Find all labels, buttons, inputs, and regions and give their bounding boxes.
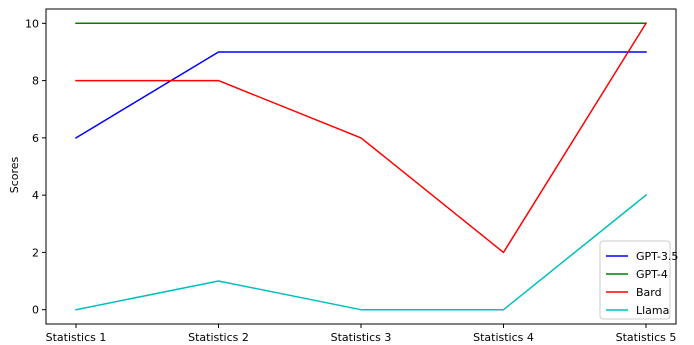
legend-label: Bard: [636, 286, 662, 299]
y-tick-label: 4: [32, 189, 39, 202]
legend-label: Llama: [636, 304, 669, 317]
y-axis: 0 2 4 6 8 10: [25, 17, 46, 317]
x-tick-label: Statistics 2: [188, 331, 249, 344]
plot-frame: [45, 8, 677, 325]
y-tick-label: 0: [32, 304, 39, 317]
series-line-gpt-3-5: [74, 51, 647, 139]
legend-label: GPT-3.5: [636, 250, 678, 263]
y-tick-label: 6: [32, 132, 39, 145]
plot-area: [45, 8, 677, 325]
series-layer: [74, 22, 648, 311]
legend: GPT-3.5 GPT-4 Bard Llama: [599, 240, 678, 320]
series-line-bard: [75, 22, 648, 254]
y-tick-label: 2: [32, 246, 39, 259]
y-tick-label: 10: [25, 17, 39, 30]
x-tick-label: Statistics 1: [46, 331, 107, 344]
x-tick-label: Statistics 5: [616, 331, 677, 344]
series-line-llama: [75, 194, 648, 311]
legend-label: GPT-4: [636, 268, 668, 281]
y-tick-label: 8: [32, 75, 39, 88]
legend-box: [599, 240, 671, 320]
x-axis: Statistics 1 Statistics 2 Statistics 3 Stat…: [46, 324, 677, 344]
x-tick-label: Statistics 3: [331, 331, 392, 344]
y-axis-label: Scores: [8, 156, 21, 193]
x-tick-label: Statistics 4: [473, 331, 534, 344]
